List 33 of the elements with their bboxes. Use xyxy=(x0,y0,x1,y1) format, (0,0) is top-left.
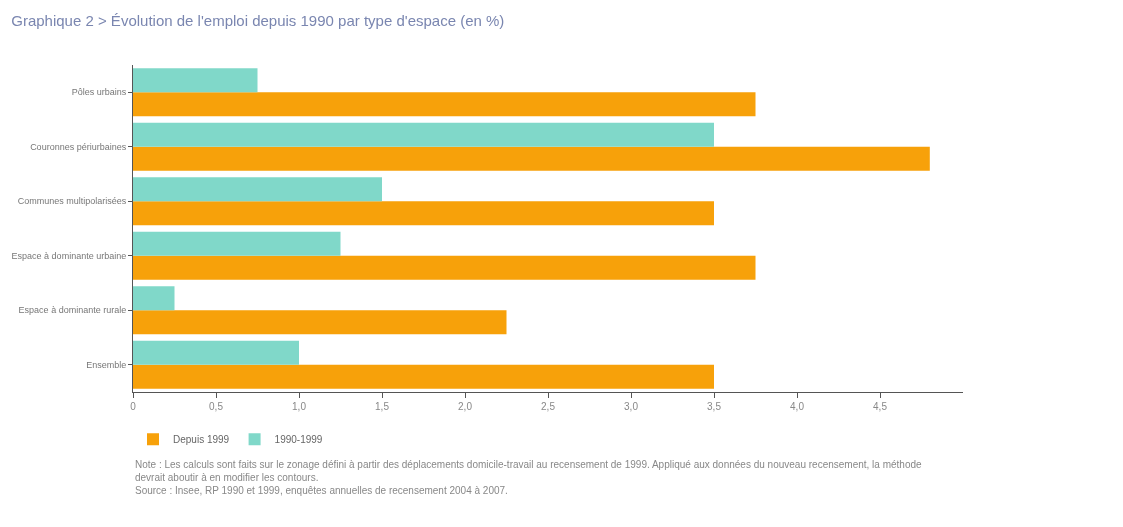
x-tick-label: 0,5 xyxy=(209,401,224,412)
y-tick-label: Ensemble xyxy=(86,359,127,370)
bar xyxy=(133,310,507,335)
x-tick-label: 3,0 xyxy=(624,401,639,412)
x-tick-label: 0 xyxy=(130,401,137,412)
y-tick-label: Espace à dominante rurale xyxy=(18,305,127,316)
bar xyxy=(133,201,714,226)
bar xyxy=(133,340,299,365)
x-tick-label: 1,0 xyxy=(292,401,307,412)
x-tick-label: 2,5 xyxy=(541,401,556,412)
x-tick-label: 3,5 xyxy=(707,401,722,412)
bar xyxy=(133,122,714,147)
bar xyxy=(133,146,930,171)
bar xyxy=(133,255,756,280)
bar xyxy=(133,68,258,93)
y-tick-label: Couronnes périurbaines xyxy=(30,141,127,152)
x-tick-label: 2,0 xyxy=(458,401,473,412)
legend-label: Depuis 1999 xyxy=(173,434,230,446)
y-tick-label: Pôles urbains xyxy=(71,87,127,98)
bar xyxy=(133,286,175,311)
bar xyxy=(133,364,714,389)
x-tick-label: 4,0 xyxy=(790,401,805,412)
y-tick-label: Espace à dominante urbaine xyxy=(11,250,127,261)
legend-label: 1990-1999 xyxy=(274,434,323,446)
text: Note : Les calculs sont faits sur le zonage défini à partir des déplacements domicile-travail au recensement de 1999. Appliqué aux données du nouveau recensement, la méthode devrait aboutir à en modifier les contours. xyxy=(135,459,923,483)
y-tick-label: Communes multipolarisées xyxy=(17,196,127,207)
bar xyxy=(133,92,756,117)
bar xyxy=(133,231,341,256)
chart-title: Graphique 2 > Évolution de l'emploi depuis 1990 par type d'espace (en %) xyxy=(11,12,505,30)
bar xyxy=(133,177,382,202)
x-tick-label: 1,5 xyxy=(375,401,390,412)
source-note: Source : Insee, RP 1990 et 1999, enquêtes annuelles de recensement 2004 à 2007. xyxy=(135,485,508,496)
x-tick-label: 4,5 xyxy=(873,401,888,412)
